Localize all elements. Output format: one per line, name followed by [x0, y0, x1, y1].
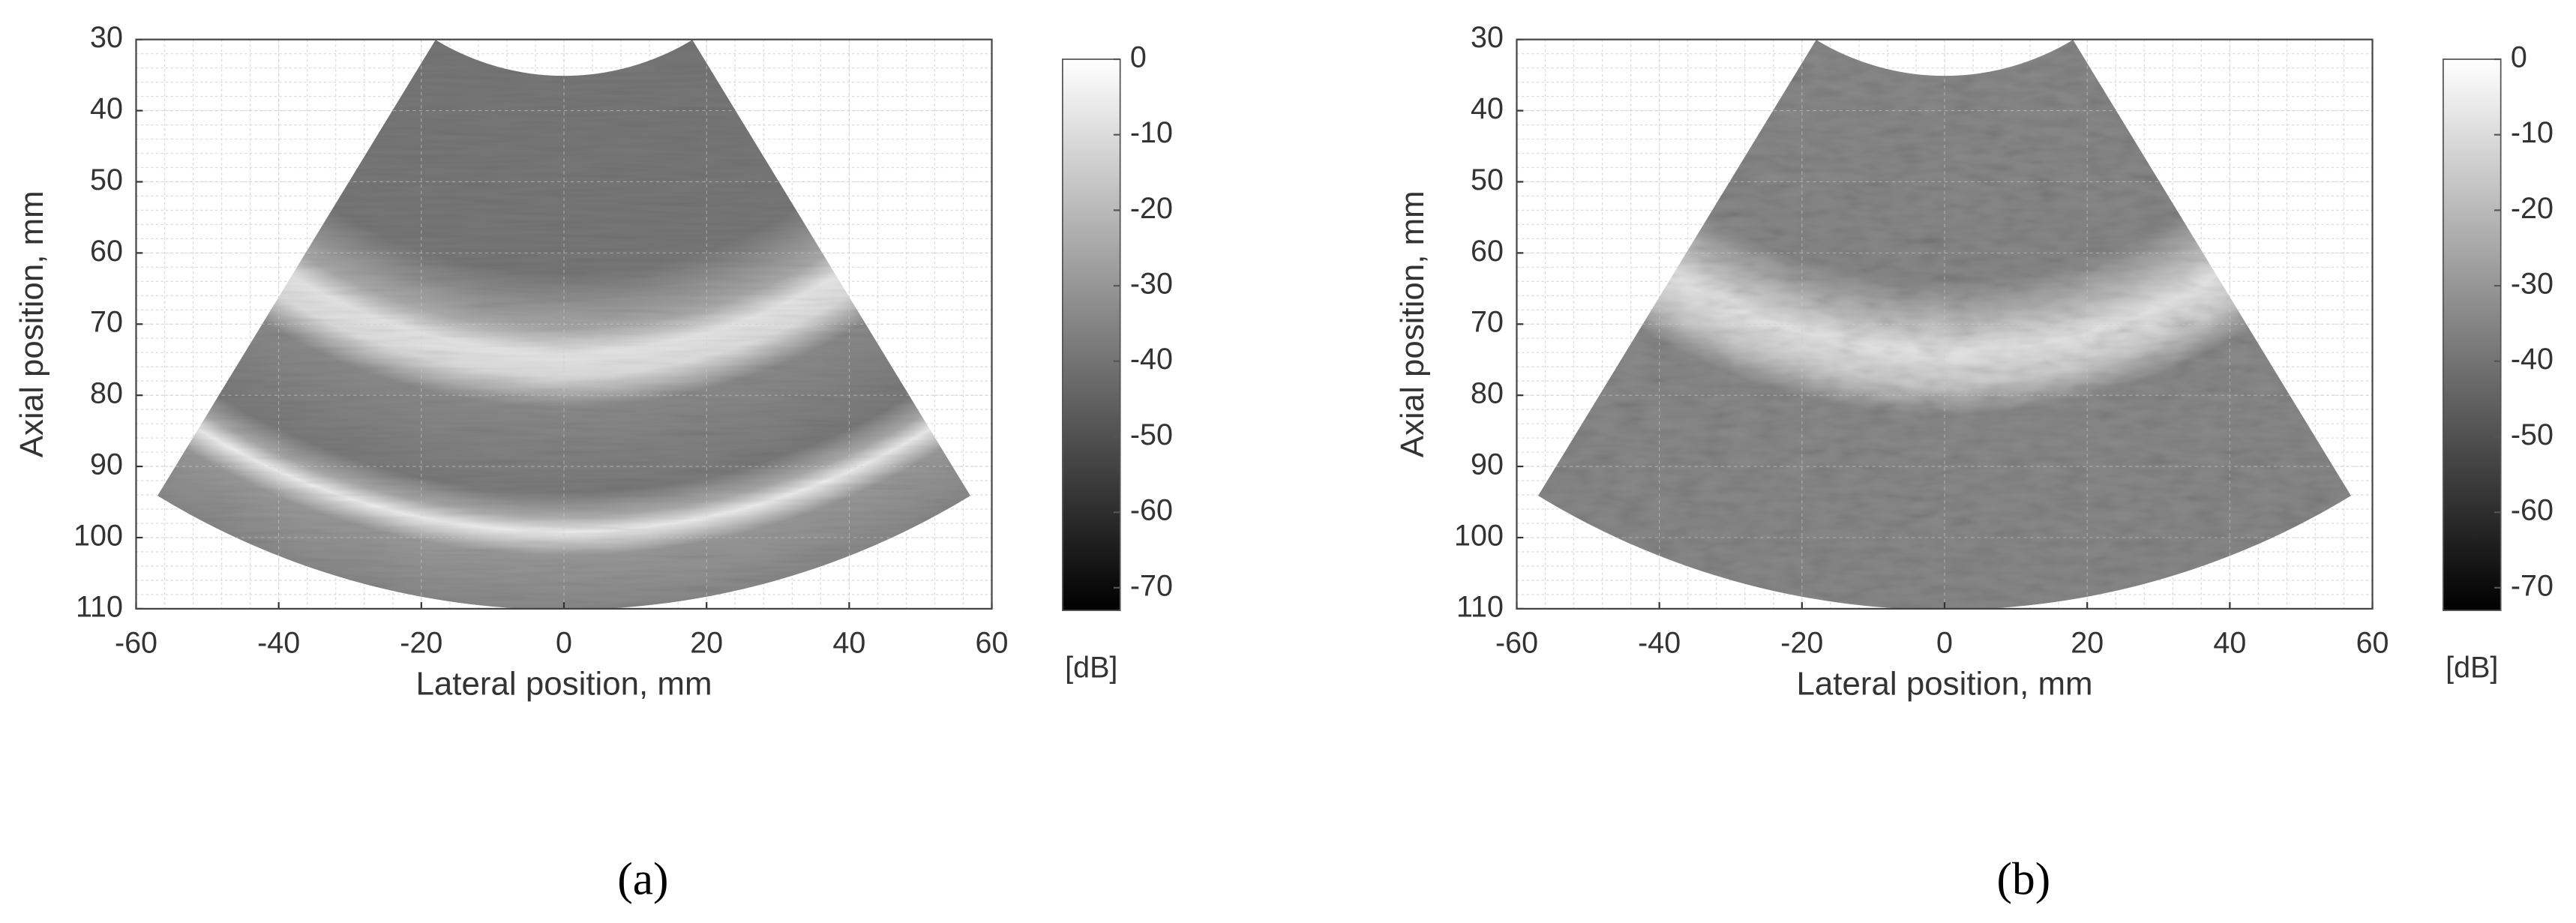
colorbar-tick-label: -10: [2511, 116, 2554, 149]
colorbar-tick-label: -20: [2511, 192, 2554, 225]
y-tick-label: 40: [1471, 92, 1504, 125]
y-axis-label: Axial position, mm: [13, 190, 50, 457]
panel-label: (a): [617, 853, 668, 904]
y-tick-label: 40: [90, 92, 123, 125]
y-tick-label: 80: [1471, 377, 1504, 410]
colorbar-tick-label: -60: [2511, 494, 2554, 527]
colorbar-tick-label: -50: [2511, 418, 2554, 451]
colorbar-label: [dB]: [1065, 652, 1117, 685]
colorbar-label: [dB]: [2446, 652, 2498, 685]
x-tick-label: 0: [556, 627, 572, 660]
x-axis-label: Lateral position, mm: [415, 666, 712, 703]
plot-frame: [135, 38, 993, 610]
colorbar-tick-label: -10: [1130, 116, 1173, 149]
y-tick-label: 60: [1471, 235, 1504, 268]
y-tick-label: 30: [90, 21, 123, 54]
x-tick-label: 60: [2356, 627, 2389, 660]
x-tick-label: 0: [1936, 627, 1953, 660]
x-tick-label: 60: [976, 627, 1009, 660]
panel: -60 -40 -20 0 20 40 60 30 40 50 60 70 80 90 100 110 Late…: [13, 21, 1173, 904]
colorbar: [2443, 58, 2502, 611]
y-tick-label: 30: [1471, 21, 1504, 54]
colorbar: [1062, 58, 1121, 611]
colorbar-tick-label: -70: [1130, 569, 1173, 602]
colorbar-tick-label: -70: [2511, 569, 2554, 602]
colorbar-tick-label: -60: [1130, 494, 1173, 527]
y-tick-label: 50: [1471, 163, 1504, 196]
x-tick-label: 40: [832, 627, 865, 660]
panel: -60 -40 -20 0 20 40 60 30 40 50 60 70 80 90 100 110 Late…: [1394, 21, 2554, 904]
x-axis-label: Lateral position, mm: [1797, 666, 2093, 703]
plot-frame: [1516, 38, 2374, 610]
x-tick-label: 20: [2071, 627, 2104, 660]
x-tick-label: -60: [1495, 627, 1538, 660]
y-tick-label: 90: [90, 448, 123, 481]
colorbar-tick-label: 0: [2511, 40, 2527, 73]
y-tick-label: 100: [1454, 519, 1504, 552]
x-tick-label: -60: [115, 627, 157, 660]
x-tick-label: -20: [1780, 627, 1823, 660]
y-tick-label: 70: [90, 306, 123, 339]
y-tick-label: 100: [73, 519, 123, 552]
colorbar-tick-label: -50: [1130, 418, 1173, 451]
y-tick-label: 50: [90, 163, 123, 196]
panel-label: (b): [1997, 853, 2051, 904]
y-tick-label: 60: [90, 235, 123, 268]
y-tick-label: 110: [1456, 590, 1504, 623]
y-tick-label: 80: [90, 377, 123, 410]
x-tick-label: -40: [1638, 627, 1681, 660]
y-tick-label: 110: [76, 590, 123, 623]
colorbar-tick-label: -20: [1130, 192, 1173, 225]
y-tick-label: 90: [1471, 448, 1504, 481]
colorbar-tick-label: -40: [2511, 343, 2554, 376]
x-tick-label: -20: [400, 627, 442, 660]
x-tick-label: 20: [690, 627, 723, 660]
x-tick-label: -40: [257, 627, 300, 660]
x-tick-label: 40: [2213, 627, 2246, 660]
colorbar-tick-label: -40: [1130, 343, 1173, 376]
colorbar-tick-label: 0: [1130, 40, 1147, 73]
colorbar-tick-label: -30: [1130, 268, 1173, 301]
y-tick-label: 70: [1471, 306, 1504, 339]
y-axis-label: Axial position, mm: [1394, 190, 1431, 457]
colorbar-tick-label: -30: [2511, 268, 2554, 301]
